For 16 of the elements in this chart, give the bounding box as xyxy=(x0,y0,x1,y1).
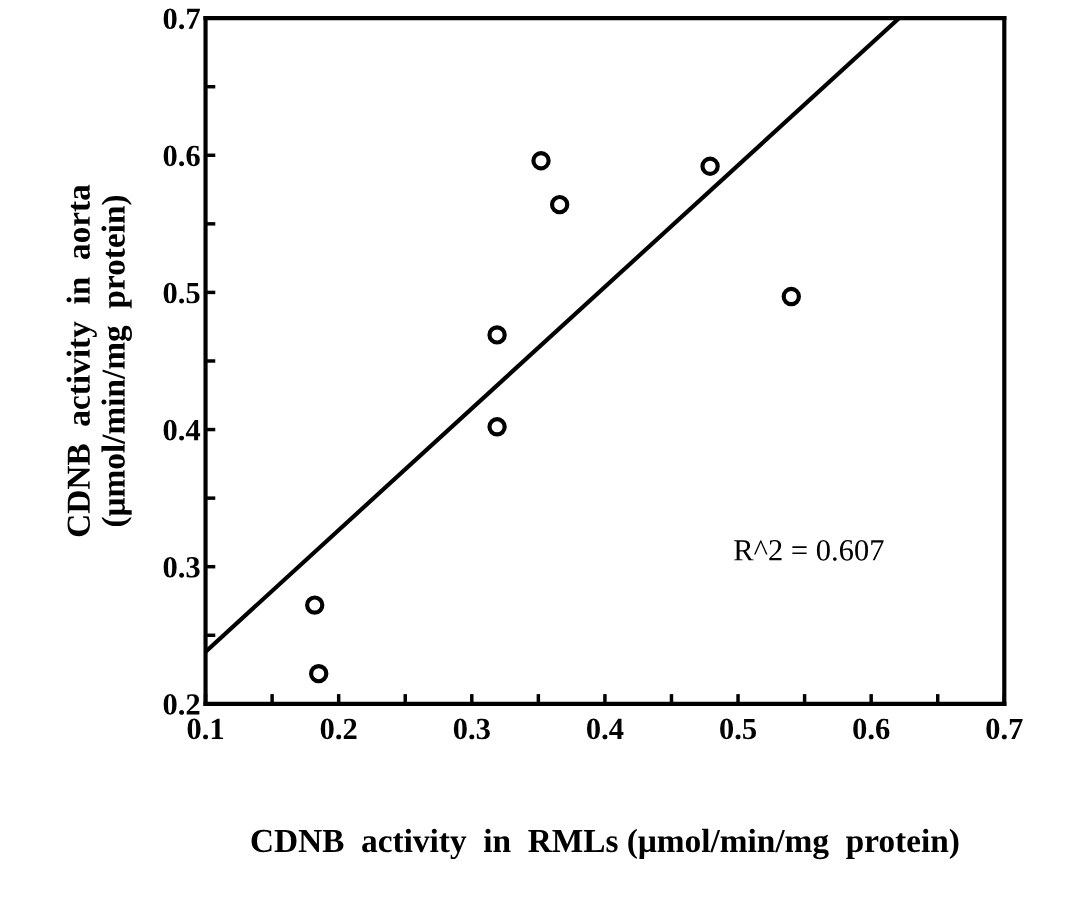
y-tick-label: 0.3 xyxy=(163,556,200,578)
x-tick-label: 0.1 xyxy=(187,718,224,740)
annotation: R^2 = 0.607 xyxy=(734,540,884,561)
x-tick-label: 0.2 xyxy=(320,718,357,740)
y-tick-label: 0.5 xyxy=(163,282,200,304)
x-tick-label: 0.5 xyxy=(720,718,757,740)
y-tick-label: 0.4 xyxy=(163,419,201,441)
x-tick-label: 0.3 xyxy=(453,718,490,740)
x-axis-title: CDNB activity in RMLs (μmol/min/mg protein) xyxy=(251,828,959,860)
y-tick-label: 0.7 xyxy=(163,8,200,30)
x-tick-label: 0.7 xyxy=(986,718,1023,740)
x-tick-label: 0.4 xyxy=(586,718,624,740)
y-axis-title: CDNB activity in aorta (μmol/min/mg protein) xyxy=(66,184,132,537)
x-tick-label: 0.6 xyxy=(853,718,890,740)
y-tick-label: 0.2 xyxy=(163,694,200,715)
y-tick-label: 0.6 xyxy=(163,145,200,167)
